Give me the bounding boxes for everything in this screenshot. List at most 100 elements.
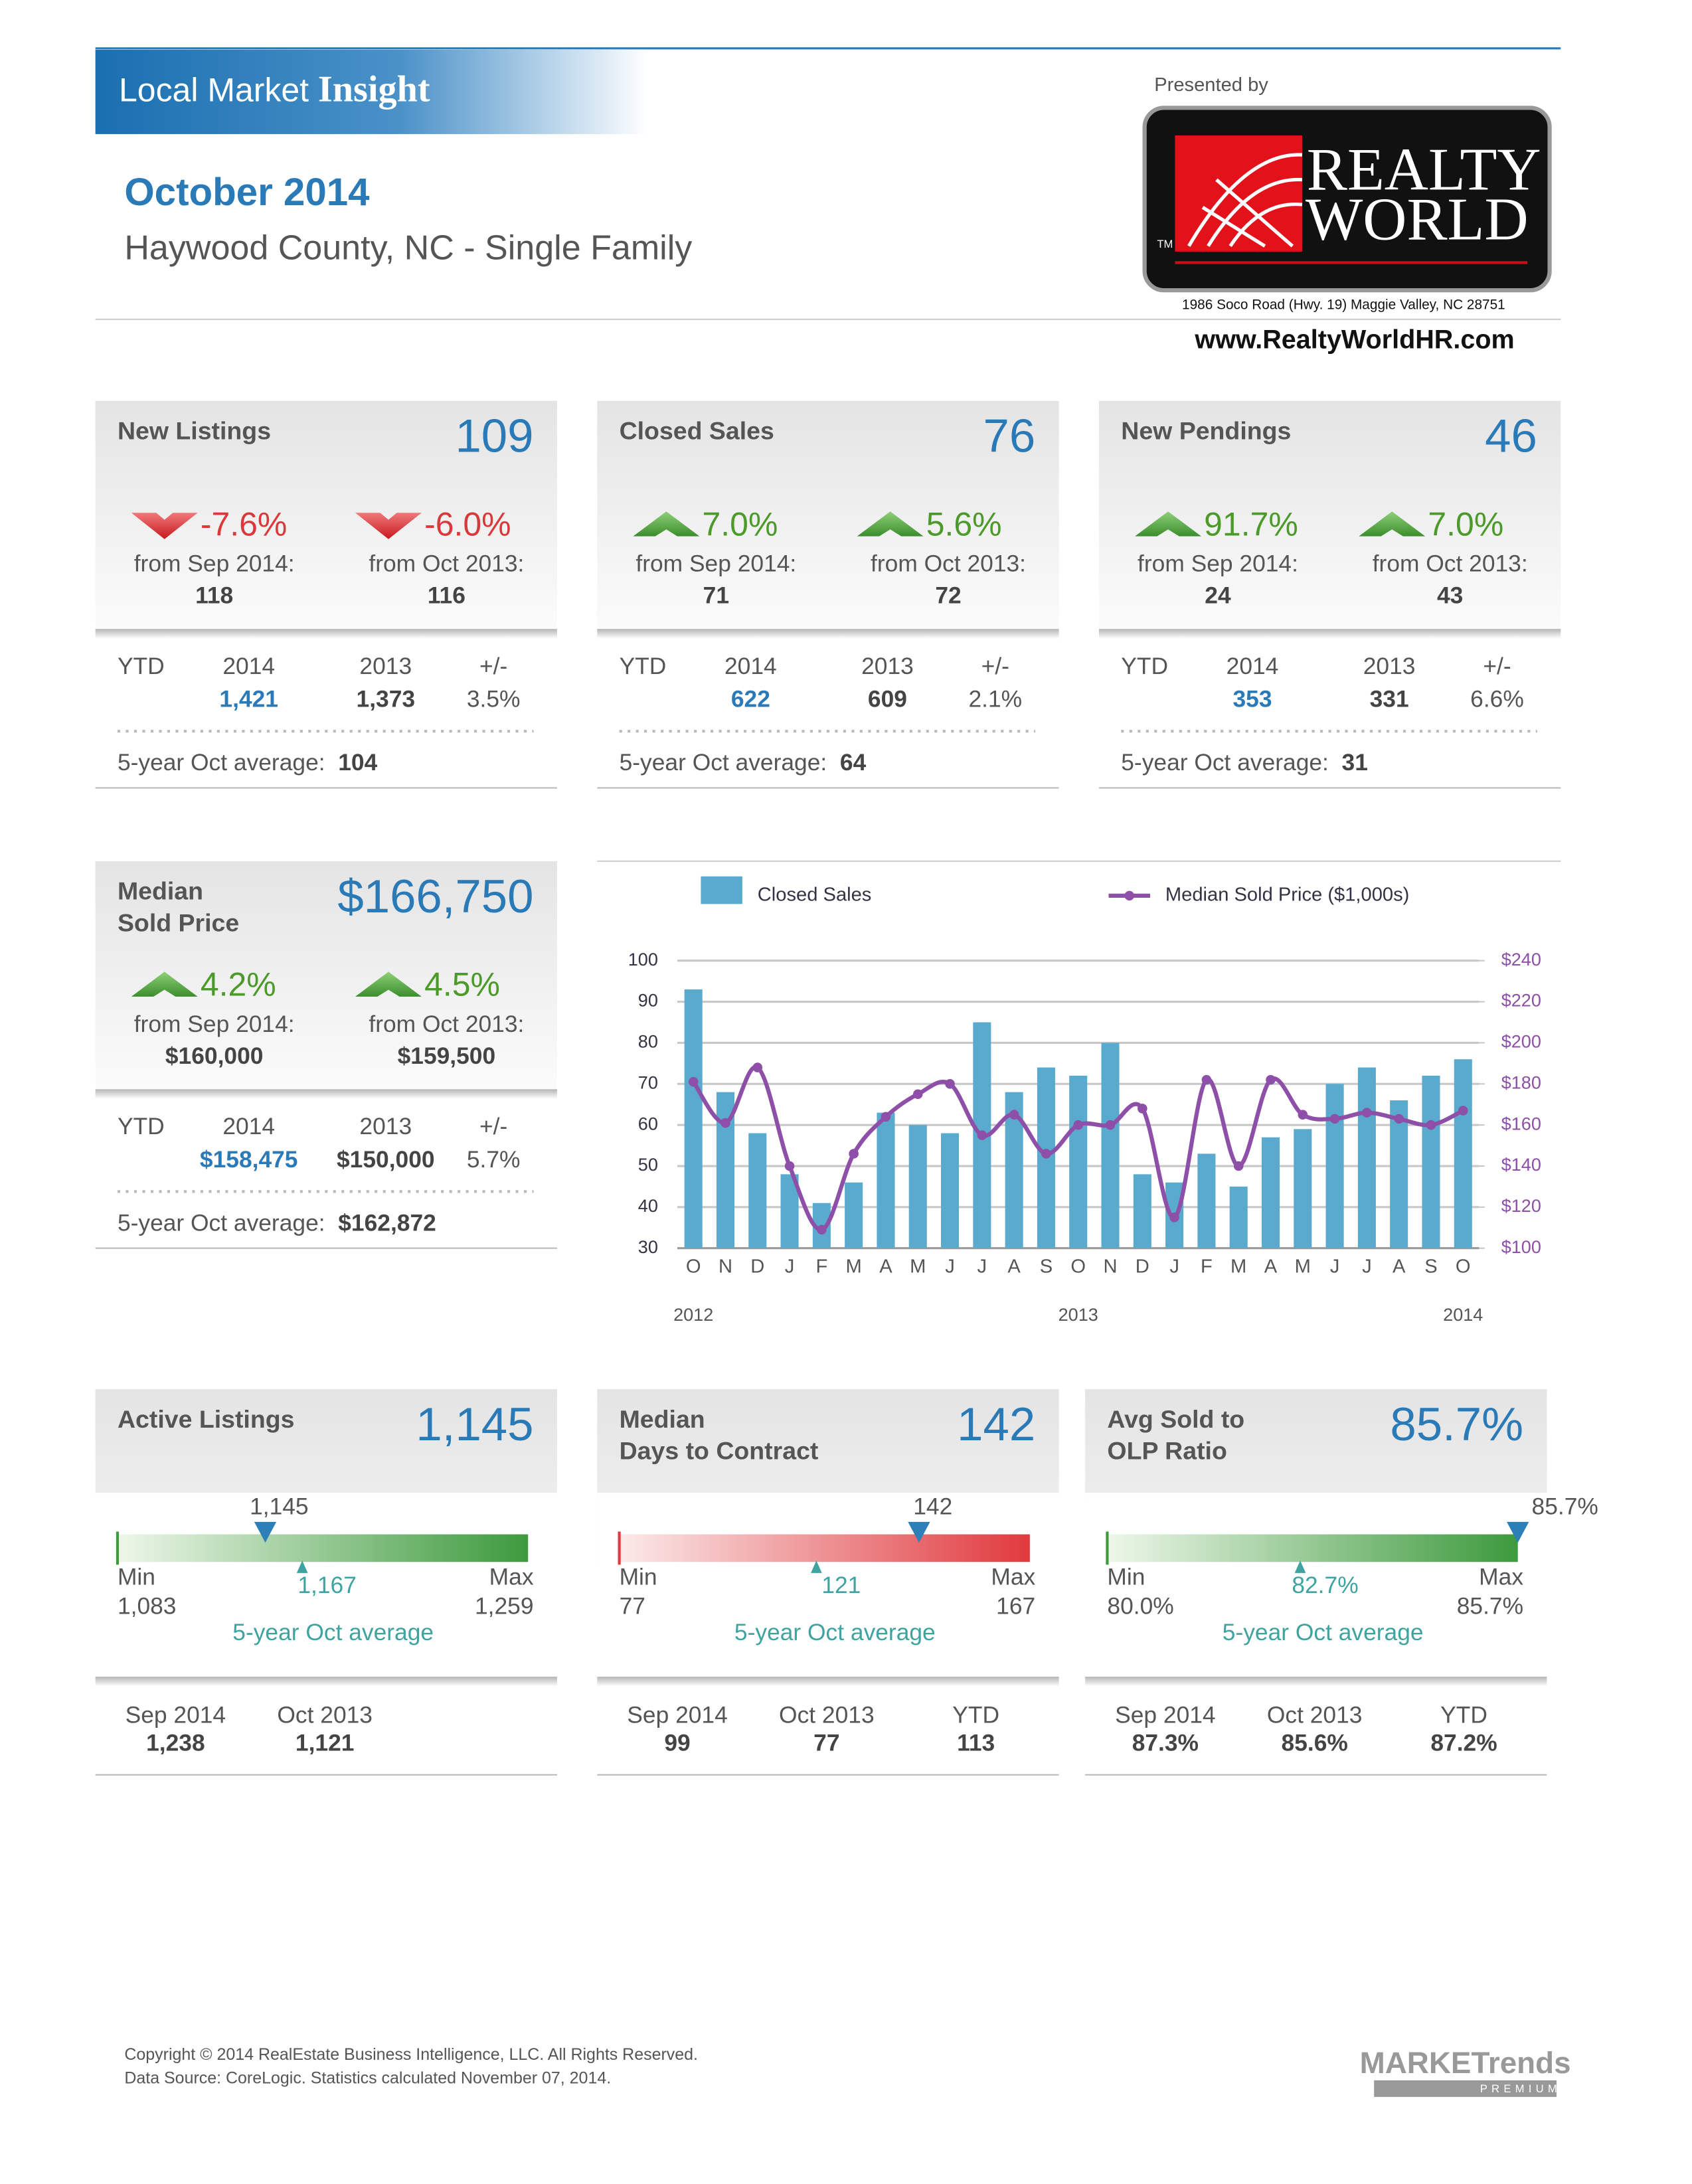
change-base: 43 <box>1437 583 1463 609</box>
card-shade <box>597 629 1059 639</box>
card-title: Sold Price <box>118 909 239 937</box>
card-header <box>1098 400 1561 630</box>
price-point <box>1105 1120 1116 1130</box>
change-arrow <box>1135 511 1201 537</box>
min-label: Min <box>118 1564 155 1590</box>
card-title: Days to Contract <box>620 1437 819 1465</box>
card-shade <box>1085 1677 1547 1687</box>
ytd-label: YTD <box>620 653 667 679</box>
x-tick-label: F <box>815 1256 827 1278</box>
price-point <box>1009 1110 1019 1120</box>
card-header <box>95 861 557 1090</box>
average-label: 5-year Oct average <box>1223 1620 1424 1645</box>
ytd-value: $158,475 <box>200 1147 298 1173</box>
footer-value: 87.2% <box>1430 1730 1497 1756</box>
brand-light: Local Market <box>119 72 309 109</box>
footer-value: 77 <box>813 1730 839 1756</box>
change-arrow <box>355 513 422 539</box>
ytd-value: 353 <box>1233 687 1272 713</box>
y2-tick-label: $180 <box>1501 1072 1541 1092</box>
x-tick-label: M <box>1230 1256 1246 1278</box>
ytd-label: YTD <box>1121 653 1168 679</box>
ytd-header: +/- <box>479 653 507 679</box>
tier-bar <box>1374 2080 1557 2097</box>
logo-tm: TM <box>1157 238 1173 250</box>
x-tick-label: A <box>1393 1256 1406 1278</box>
bar <box>941 1133 960 1248</box>
bar <box>1357 1067 1376 1248</box>
price-point <box>945 1079 955 1089</box>
price-point <box>1233 1161 1244 1171</box>
card-shade <box>95 1089 557 1099</box>
y2-tick-label: $120 <box>1501 1196 1541 1216</box>
max-value: 1,259 <box>475 1593 534 1619</box>
footer-tier: PREMIUM <box>1480 2082 1561 2095</box>
y-tick-label: 50 <box>638 1155 658 1175</box>
price-point <box>784 1161 795 1171</box>
change-label: from Sep 2014: <box>1138 551 1298 577</box>
change-label: from Oct 2013: <box>1373 551 1528 577</box>
average-marker <box>296 1560 308 1573</box>
bar <box>1390 1100 1408 1248</box>
change-base: 71 <box>703 583 729 609</box>
year-label: 2014 <box>1443 1305 1483 1325</box>
ytd-value: 622 <box>731 687 770 713</box>
change-value: 4.2% <box>201 966 276 1003</box>
card-value: 142 <box>957 1398 1035 1450</box>
max-label: Max <box>489 1564 534 1590</box>
price-point <box>688 1076 699 1087</box>
change-label: from Sep 2014: <box>134 1011 295 1037</box>
ytd-value: 331 <box>1370 687 1409 713</box>
gauge-marker <box>254 1521 277 1543</box>
bar <box>1197 1153 1216 1248</box>
max-value: 167 <box>996 1593 1035 1619</box>
logo-globe <box>1187 153 1303 248</box>
ytd-header: +/- <box>1483 653 1511 679</box>
average-label: 5-year Oct average: <box>1121 750 1329 776</box>
y-tick-label: 70 <box>638 1072 658 1092</box>
bar <box>1069 1075 1088 1248</box>
price-point <box>1266 1074 1276 1085</box>
y2-tick-label: $220 <box>1501 991 1541 1011</box>
max-label: Max <box>1479 1564 1523 1590</box>
footer-label: Oct 2013 <box>779 1703 875 1728</box>
card-shade <box>1098 629 1561 639</box>
gauge-bar <box>117 1534 529 1562</box>
card-value: 109 <box>455 410 533 462</box>
x-tick-label: A <box>879 1256 892 1278</box>
price-point <box>1138 1104 1147 1114</box>
ytd-header: 2014 <box>1227 653 1279 679</box>
x-tick-label: M <box>1295 1256 1311 1278</box>
min-label: Min <box>620 1564 657 1590</box>
price-point <box>1362 1108 1372 1118</box>
average-value: 1,167 <box>297 1572 357 1598</box>
year-label: 2012 <box>673 1305 713 1325</box>
card-title: New Listings <box>118 416 271 444</box>
logo-line2: WORLD <box>1306 185 1529 252</box>
average-value: 104 <box>338 750 377 776</box>
price-point <box>1298 1110 1308 1120</box>
x-tick-label: F <box>1201 1256 1213 1278</box>
x-tick-label: M <box>846 1256 862 1278</box>
average-marker <box>811 1560 822 1573</box>
y-tick-label: 90 <box>638 991 658 1011</box>
ytd-value: $150,000 <box>337 1147 435 1173</box>
footer-label: Sep 2014 <box>126 1703 226 1728</box>
card-value: 1,145 <box>416 1398 533 1450</box>
brand-band <box>95 49 649 134</box>
price-point <box>1169 1213 1179 1222</box>
ytd-header: 2013 <box>359 1114 412 1139</box>
legend-dot <box>1124 890 1135 901</box>
change-base: $160,000 <box>165 1043 264 1069</box>
card-body <box>597 1493 1059 1684</box>
price-point <box>752 1062 763 1072</box>
max-value: 85.7% <box>1457 1593 1523 1619</box>
bar <box>1325 1084 1344 1248</box>
ytd-header: +/- <box>981 653 1009 679</box>
change-value: 4.5% <box>424 966 500 1003</box>
change-label: from Sep 2014: <box>635 551 796 577</box>
bar <box>684 989 703 1248</box>
bar <box>845 1182 863 1248</box>
x-tick-label: O <box>1456 1256 1471 1278</box>
